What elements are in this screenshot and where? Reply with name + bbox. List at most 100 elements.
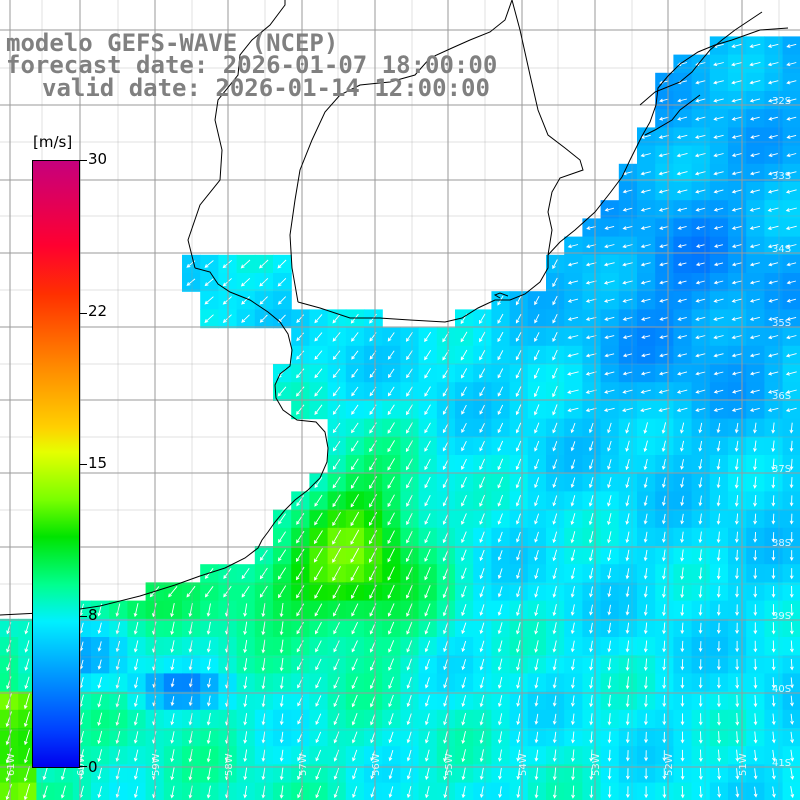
- wind-arrow: [768, 280, 778, 285]
- wind-arrow: [534, 314, 540, 324]
- wind-arrow: [5, 783, 12, 800]
- wind-arrow: [713, 371, 724, 376]
- wind-arrow: [442, 567, 449, 581]
- wind-arrow: [534, 621, 539, 635]
- wind-arrow: [753, 658, 758, 671]
- wind-arrow: [515, 332, 522, 342]
- wind-arrow: [571, 731, 575, 744]
- wind-arrow: [279, 602, 284, 618]
- wind-arrow: [188, 696, 193, 707]
- wind-arrow: [278, 567, 287, 580]
- wind-arrow: [698, 422, 703, 434]
- wind-arrow: [406, 749, 412, 762]
- wind-arrow: [332, 422, 341, 434]
- wind-arrow: [785, 353, 797, 358]
- latitude-labels: 32S 33S 34S 35S 36S 37S 38S 39S 40S 41S: [772, 96, 791, 769]
- wind-arrow: [406, 494, 413, 507]
- wind-arrow: [461, 604, 467, 617]
- wind-arrow: [698, 713, 703, 726]
- wind-arrow: [753, 640, 758, 653]
- wind-arrow: [644, 786, 649, 799]
- wind-arrow: [115, 767, 121, 780]
- wind-arrow: [607, 568, 612, 580]
- wind-arrow: [589, 586, 593, 598]
- wind-arrow: [23, 765, 31, 782]
- wind-arrow: [659, 353, 669, 358]
- wind-arrow: [786, 43, 797, 48]
- wind-arrow: [479, 386, 485, 397]
- wind-arrow: [461, 659, 467, 671]
- wind-arrow: [731, 298, 742, 303]
- wind-arrow: [716, 549, 721, 562]
- wind-arrow: [278, 531, 286, 543]
- wind-arrow: [314, 512, 323, 526]
- wind-arrow: [713, 153, 724, 158]
- wind-arrow: [734, 568, 739, 580]
- wind-arrow: [698, 659, 703, 671]
- wind-arrow: [570, 604, 575, 616]
- wind-arrow: [567, 335, 579, 340]
- wind-arrow: [315, 749, 322, 762]
- wind-arrow: [333, 658, 340, 671]
- wind-arrow: [552, 295, 558, 306]
- wind-arrow: [243, 785, 248, 799]
- wind-arrow: [753, 422, 757, 434]
- wind-arrow: [516, 767, 521, 781]
- wind-arrow: [461, 567, 467, 580]
- wind-arrow: [296, 350, 305, 360]
- wind-arrow: [768, 116, 779, 121]
- wind-arrow: [425, 767, 430, 781]
- wind-arrow: [42, 785, 48, 799]
- wind-arrow: [677, 298, 687, 303]
- wind-arrow: [603, 262, 615, 267]
- wind-arrow: [771, 495, 776, 507]
- wind-arrow: [315, 640, 322, 653]
- wind-arrow: [552, 477, 558, 488]
- wind-arrow: [607, 713, 612, 726]
- wind-arrow: [621, 407, 634, 413]
- wind-arrow: [516, 786, 521, 799]
- wind-arrow: [314, 584, 323, 599]
- wind-arrow: [785, 407, 797, 412]
- wind-arrow: [676, 152, 688, 158]
- wind-arrow: [767, 225, 779, 231]
- wind-arrow: [315, 785, 322, 799]
- wind-arrow: [772, 786, 776, 798]
- wind-arrow: [731, 353, 742, 358]
- wind-arrow: [296, 603, 305, 617]
- wind-arrow: [388, 676, 394, 690]
- latitude-label: 37S: [772, 464, 791, 475]
- wind-arrow: [259, 314, 268, 323]
- wind-arrow: [731, 335, 742, 340]
- wind-arrow: [461, 786, 466, 799]
- wind-arrow: [716, 531, 721, 544]
- wind-arrow: [734, 531, 739, 544]
- wind-arrow: [680, 695, 685, 708]
- wind-arrow: [534, 586, 539, 598]
- wind-arrow: [497, 458, 504, 471]
- wind-arrow: [588, 549, 594, 562]
- wind-arrow: [677, 225, 687, 230]
- wind-arrow: [533, 386, 540, 398]
- wind-arrow: [786, 280, 797, 285]
- wind-arrow: [789, 568, 794, 580]
- wind-arrow: [570, 422, 576, 434]
- wind-arrow: [680, 585, 685, 599]
- wind-arrow: [695, 98, 706, 103]
- wind-arrow: [443, 786, 448, 799]
- wind-arrow: [790, 749, 795, 762]
- wind-arrow: [387, 368, 395, 379]
- wind-arrow: [640, 244, 651, 249]
- wind-arrow: [279, 767, 284, 781]
- wind-arrow: [552, 259, 558, 270]
- wind-arrow: [97, 712, 103, 726]
- wind-arrow: [749, 244, 761, 249]
- wind-arrow: [497, 513, 503, 525]
- longitude-label: 53W: [591, 753, 602, 776]
- wind-arrow: [332, 511, 341, 526]
- wind-arrow: [497, 604, 503, 616]
- wind-arrow: [749, 207, 761, 212]
- longitude-label: 51W: [738, 753, 749, 776]
- wind-arrow: [296, 530, 305, 544]
- wind-arrow: [315, 713, 322, 725]
